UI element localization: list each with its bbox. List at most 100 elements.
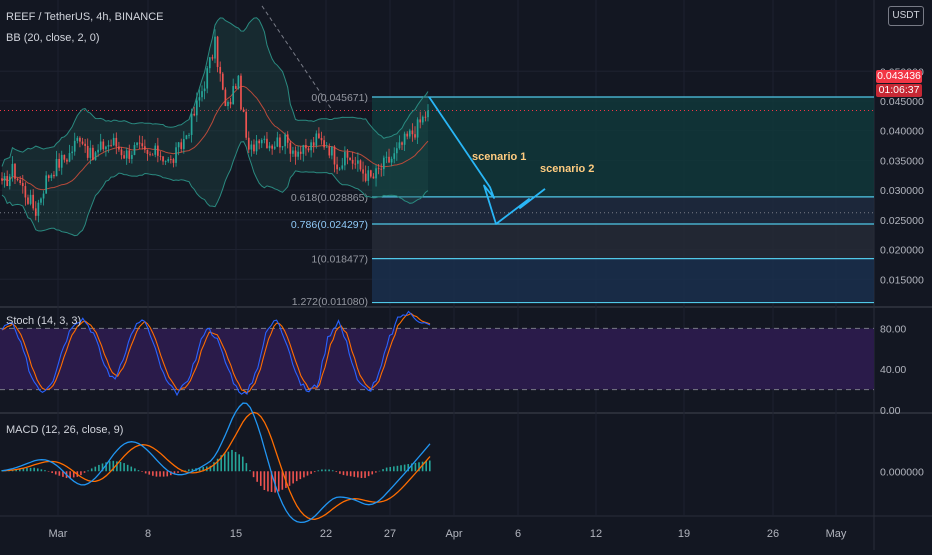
candle (385, 151, 388, 164)
candle-body (107, 144, 110, 147)
currency-button[interactable]: USDT (888, 6, 924, 26)
candle-body (193, 113, 196, 116)
candle (203, 81, 206, 100)
candle (60, 150, 63, 175)
time-tick-label: 12 (590, 528, 602, 540)
macd-histogram-bar (371, 471, 374, 475)
candle-body (271, 145, 273, 149)
candle-body (37, 202, 40, 216)
candle-body (232, 86, 235, 105)
macd-histogram-bar (141, 471, 143, 472)
macd-histogram-bar (425, 461, 428, 472)
macd-histogram-bar (83, 471, 86, 473)
macd-histogram-bar (162, 471, 165, 477)
macd-histogram-bar (22, 468, 25, 472)
macd-histogram-bar (389, 466, 392, 472)
fib-zone-2 (372, 224, 874, 259)
candle-body (47, 175, 50, 179)
price-tick-label: 0.020000 (880, 245, 924, 257)
candle-body (89, 147, 92, 158)
macd-histogram-bar (234, 451, 237, 472)
bb-upper-band (1, 17, 429, 167)
candle-body (167, 159, 170, 162)
candle-body (55, 158, 58, 177)
candle (414, 126, 416, 140)
macd-histogram-bar (295, 471, 298, 482)
candle-body (3, 176, 6, 181)
candle (94, 151, 97, 161)
candle (245, 108, 248, 140)
macd-histogram-bar (29, 467, 32, 472)
candle (118, 141, 120, 152)
candle-body (53, 174, 55, 177)
candle (377, 164, 380, 175)
candle (260, 138, 263, 148)
macd-histogram-bar (270, 471, 273, 492)
candle-body (318, 133, 320, 138)
macd-histogram-bar (119, 461, 122, 472)
macd-histogram-bar (231, 449, 233, 472)
stoch-indicator-label[interactable]: Stoch (14, 3, 3) (6, 315, 82, 327)
candle (279, 134, 281, 154)
candle (427, 104, 429, 122)
macd-histogram-bar (144, 471, 147, 474)
candle (403, 131, 406, 152)
macd-histogram-bar (252, 471, 255, 478)
macd-indicator-label[interactable]: MACD (12, 26, close, 9) (6, 424, 124, 436)
candle-body (21, 183, 24, 187)
candle-body (110, 144, 112, 146)
candle (97, 144, 99, 157)
candle-body (157, 145, 159, 156)
last-price-badge: 0.043436 (876, 70, 922, 83)
macd-histogram-bar (249, 470, 251, 472)
candle-body (224, 89, 227, 107)
candle-body (227, 101, 229, 107)
pane-separator-1 (0, 412, 932, 414)
stoch-band-fill (0, 328, 874, 390)
candle (154, 143, 157, 158)
candle (263, 135, 266, 144)
candle-body (297, 151, 299, 157)
macd-histogram-bar (134, 468, 136, 472)
macd-histogram-bar (184, 470, 187, 472)
candle (136, 141, 138, 148)
candle-body (175, 147, 177, 163)
candle (395, 142, 398, 161)
candle (398, 135, 401, 150)
candle (19, 176, 22, 186)
candle (211, 54, 214, 61)
time-tick-label: Mar (49, 528, 68, 540)
candle-body (102, 141, 105, 150)
candle-body (341, 165, 344, 169)
macd-histogram-bar (209, 465, 212, 472)
macd-histogram-bar (123, 463, 125, 472)
candle (351, 151, 354, 170)
macd-histogram-bar (259, 471, 262, 486)
macd-histogram-bar (58, 471, 61, 476)
candle-body (377, 168, 380, 170)
candle-body (382, 157, 385, 170)
candle (182, 131, 185, 154)
candle-body (393, 153, 396, 159)
bb-indicator-label[interactable]: BB (20, close, 2, 0) (6, 32, 100, 44)
candle-body (146, 149, 149, 154)
candle-body (32, 194, 35, 209)
candle (73, 132, 76, 156)
candle-body (6, 176, 9, 187)
candle (221, 71, 224, 91)
candle (411, 123, 414, 142)
macd-histogram-bar (331, 470, 334, 472)
candle-body (216, 36, 219, 67)
candle (11, 156, 14, 182)
candle-body (14, 163, 16, 179)
candle (175, 142, 177, 167)
candle-body (286, 134, 289, 143)
candle-body (162, 156, 164, 162)
candle (359, 159, 362, 172)
candle (144, 139, 146, 153)
candle-body (27, 197, 29, 204)
candle-body (253, 144, 255, 152)
macd-histogram-bar (378, 470, 381, 472)
